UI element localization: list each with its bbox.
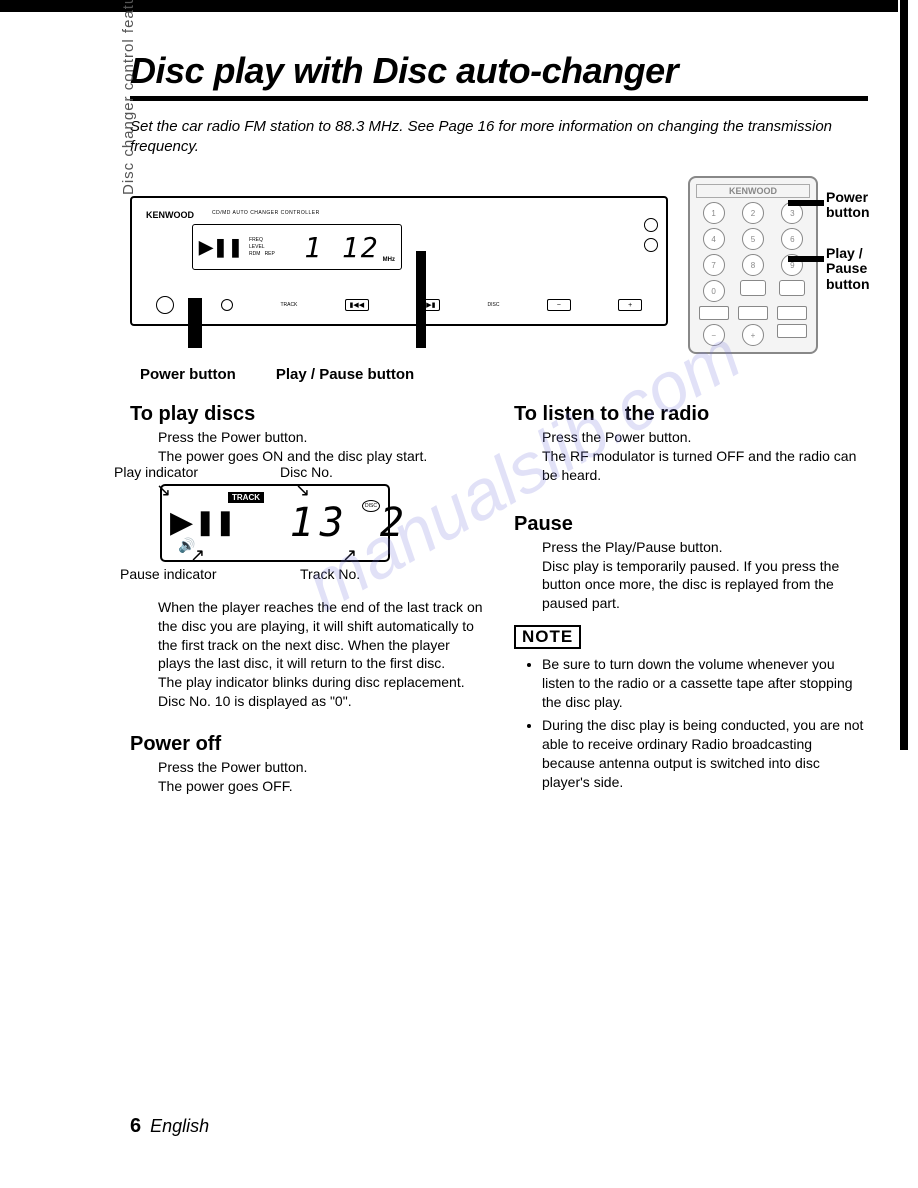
head-unit-subtitle: CD/MD AUTO CHANGER CONTROLLER: [212, 210, 320, 216]
remote-btn-rect: [779, 280, 805, 296]
disc-label: DISC: [488, 302, 500, 308]
remote-btn-small: [738, 306, 768, 320]
body-line: Disc play is temporarily paused. If you …: [542, 558, 839, 612]
prev-track-icon: ▮◀◀: [345, 299, 369, 311]
body-line: The power goes ON and the disc play star…: [158, 448, 427, 464]
display-digits: 1 12: [304, 231, 379, 264]
remote-btn-minus: −: [703, 324, 725, 346]
remote-brand: KENWOOD: [696, 184, 810, 198]
pointer-line: [188, 298, 202, 348]
right-column: To listen to the radio Press the Power b…: [514, 403, 868, 796]
remote-btn-0: 0: [703, 280, 725, 302]
body-line: The power goes OFF.: [158, 778, 293, 794]
remote-btn-8: 8: [742, 254, 764, 276]
remote-playpause-callout: Play / Pause button: [826, 246, 886, 292]
page: Disc play with Disc auto-changer Set the…: [0, 0, 918, 826]
remote-btn-small: [777, 306, 807, 320]
note-box: NOTE: [514, 625, 581, 649]
action-line: Press the Play/Pause button.: [542, 539, 723, 555]
heading-play-discs: To play discs: [130, 403, 484, 426]
action-line: Press the Power button.: [158, 429, 307, 445]
diagram-labels: Power button Play / Pause button: [130, 366, 668, 383]
note-list: Be sure to turn down the volume whenever…: [542, 655, 868, 791]
play-indicator-label: Play indicator: [114, 464, 198, 480]
remote-btn-2: 2: [742, 202, 764, 224]
title-rule: [130, 96, 868, 101]
pause-indicator-label: Pause indicator: [120, 566, 217, 582]
playpause-button-callout: Play / Pause button: [276, 366, 414, 383]
note-item: During the disc play is being conducted,…: [542, 716, 868, 792]
pause-body: Press the Play/Pause button. Disc play i…: [542, 538, 868, 614]
knob-icon: [221, 299, 233, 311]
remote-btn-small: [699, 306, 729, 320]
pause-icon: ❚❚: [195, 508, 235, 537]
remote-btn-1: 1: [703, 202, 725, 224]
power-off-body: Press the Power button. The power goes O…: [158, 758, 484, 796]
remote-power-label: Power button: [826, 190, 876, 221]
play-pause-icon: ▶❚❚: [199, 237, 243, 258]
left-column: To play discs Press the Power button. Th…: [130, 403, 484, 796]
disc-down-icon: −: [547, 299, 571, 311]
pointer-line: [416, 251, 426, 348]
display-digits: 13 2: [290, 500, 410, 546]
head-unit-brand: KENWOOD: [146, 210, 194, 220]
display-diagram: Play indicator ↘ Disc No. ↘ ▶ ❚❚ TRACK 🔊…: [120, 484, 440, 562]
radio-body: Press the Power button. The RF modulator…: [542, 428, 868, 485]
head-unit-controls: TRACK ▮◀◀ ▶▶▮ DISC − +: [132, 296, 666, 314]
callout-line: [788, 200, 824, 206]
remote-btn-plus: +: [742, 324, 764, 346]
power-button-callout: Power button: [140, 366, 236, 383]
track-badge: TRACK: [228, 492, 264, 503]
remote-button-grid: 1 2 3 4 5 6 7 8 9 0 − +: [696, 202, 810, 346]
knob-icon: [156, 296, 174, 314]
diagram-row: KENWOOD CD/MD AUTO CHANGER CONTROLLER ▶❚…: [130, 176, 868, 383]
page-number: 6: [130, 1115, 141, 1137]
page-title: Disc play with Disc auto-changer: [130, 50, 868, 92]
heading-pause: Pause: [514, 513, 868, 536]
side-tab-label: Disc changer control features: [120, 0, 137, 195]
side-buttons: [644, 218, 658, 252]
power-led-icon: [644, 218, 658, 232]
remote-btn-rect: [740, 280, 766, 296]
remote-diagram: KENWOOD 1 2 3 4 5 6 7 8 9 0: [688, 176, 868, 383]
display-sublabels: FREQ LEVEL RDM REP: [249, 237, 275, 258]
content-columns: To play discs Press the Power button. Th…: [130, 403, 868, 796]
arrow-icon: ↗: [342, 545, 357, 566]
head-unit-diagram: KENWOOD CD/MD AUTO CHANGER CONTROLLER ▶❚…: [130, 176, 668, 383]
remote-power-callout: Power button: [826, 190, 876, 221]
remote-playpause-label: Play / Pause button: [826, 246, 886, 292]
remote-btn-4: 4: [703, 228, 725, 250]
note-item: Be sure to turn down the volume whenever…: [542, 655, 868, 712]
heading-power-off: Power off: [130, 733, 484, 756]
intro-text: Set the car radio FM station to 88.3 MHz…: [130, 117, 868, 156]
page-footer: 6 English: [130, 1115, 209, 1138]
page-language: English: [150, 1116, 209, 1136]
disc-no-label: Disc No.: [280, 464, 333, 480]
remote-btn-7: 7: [703, 254, 725, 276]
remote-btn-6: 6: [781, 228, 803, 250]
head-unit-box: KENWOOD CD/MD AUTO CHANGER CONTROLLER ▶❚…: [130, 196, 668, 326]
action-line: Press the Power button.: [542, 429, 691, 445]
play-paragraph: When the player reaches the end of the l…: [158, 598, 484, 711]
arrow-icon: ↗: [190, 545, 205, 566]
remote-btn-5: 5: [742, 228, 764, 250]
heading-radio: To listen to the radio: [514, 403, 868, 426]
callout-line: [788, 256, 824, 262]
disc-up-icon: +: [618, 299, 642, 311]
body-line: The RF modulator is turned OFF and the r…: [542, 448, 856, 483]
track-no-label: Track No.: [300, 566, 360, 582]
track-label: TRACK: [280, 302, 297, 308]
head-unit-display: ▶❚❚ FREQ LEVEL RDM REP 1 12 MHz: [192, 224, 402, 270]
mhz-label: MHz: [383, 257, 395, 263]
playpause-led-icon: [644, 238, 658, 252]
action-line: Press the Power button.: [158, 759, 307, 775]
disc-icon: DISC: [362, 500, 380, 512]
play-discs-body: Press the Power button. The power goes O…: [158, 428, 484, 466]
play-icon: ▶: [170, 505, 193, 540]
remote-btn-small: [777, 324, 807, 338]
